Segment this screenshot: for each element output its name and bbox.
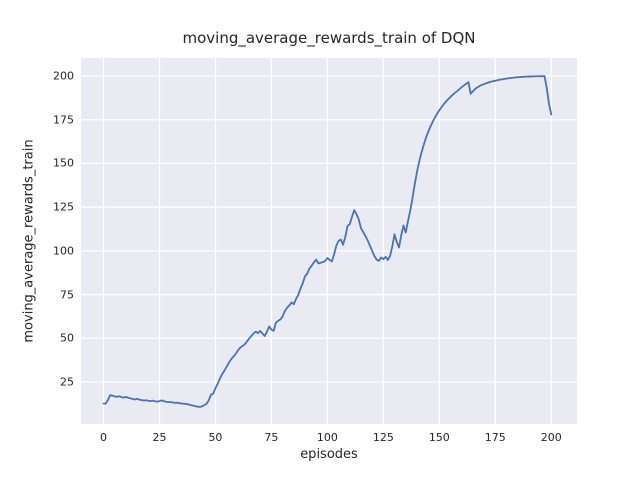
x-tick-label: 200	[540, 431, 562, 444]
plot-area	[81, 58, 577, 424]
y-tick-label: 150	[53, 156, 74, 170]
y-tick-label: 75	[60, 288, 74, 302]
x-tick-label: 75	[264, 431, 279, 444]
line-chart-svg	[81, 58, 577, 424]
y-tick-label: 200	[53, 69, 74, 83]
chart-title: moving_average_rewards_train of DQN	[182, 29, 476, 47]
y-tick-label: 50	[60, 331, 74, 345]
y-tick-label: 25	[60, 375, 74, 389]
y-axis-label: moving_average_rewards_train	[21, 139, 37, 343]
x-tick-label: 0	[99, 431, 107, 444]
y-tick-label: 125	[53, 200, 74, 214]
x-tick-label: 150	[428, 431, 450, 444]
x-axis-label: episodes	[300, 447, 358, 462]
x-tick-label: 175	[484, 431, 506, 444]
x-tick-label: 25	[152, 431, 167, 444]
x-tick-label: 50	[208, 431, 223, 444]
y-tick-label: 175	[53, 113, 74, 127]
y-tick-label: 100	[53, 244, 74, 258]
x-tick-label: 125	[372, 431, 394, 444]
x-tick-label: 100	[316, 431, 338, 444]
data-line	[102, 75, 553, 408]
